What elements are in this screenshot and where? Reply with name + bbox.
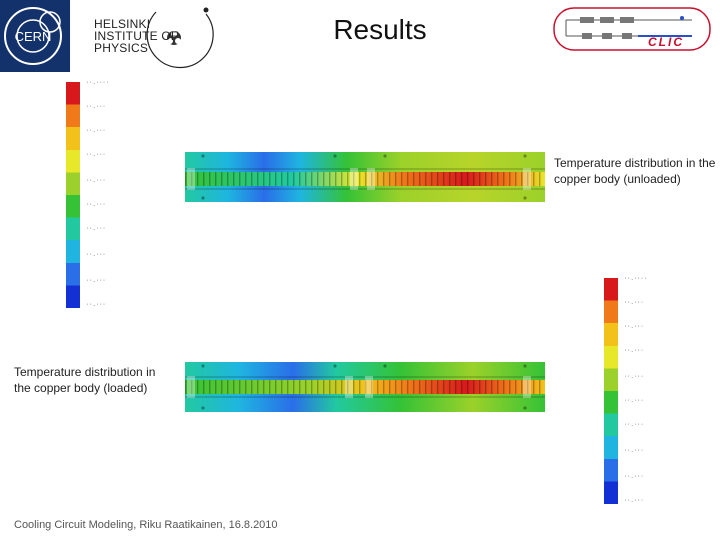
scale-tick-label: ··.··· <box>624 448 644 454</box>
hip-logo-text: HELSINKI INSTITUTE OF PHYSICS <box>94 18 178 54</box>
scale-tick-label: ··.··· <box>624 374 644 380</box>
scale-tick-label: ··.··· <box>624 398 644 404</box>
cern-logo-icon: CERN <box>0 0 70 72</box>
scale-tick-label: ··.··· <box>624 422 644 428</box>
scale-tick-label: ··.··· <box>624 300 644 306</box>
scale-tick-label: ··.··· <box>86 202 106 208</box>
color-scale-unloaded: ··.···· ··.··· ··.··· ··.··· ··.··· ··.·… <box>64 78 148 308</box>
scale-tick-label: ··.··· <box>624 474 644 480</box>
footer-text: Cooling Circuit Modeling, Riku Raatikain… <box>14 519 278 531</box>
color-scale-bar <box>604 278 618 504</box>
color-scale-loaded: ··.···· ··.··· ··.··· ··.··· ··.··· ··.·… <box>602 274 662 504</box>
scale-tick-label: ··.···· <box>86 80 110 86</box>
clic-logo: CLIC <box>552 6 712 52</box>
scale-tick-label: ··.··· <box>86 152 106 158</box>
page-title: Results <box>333 14 427 45</box>
scale-tick-label: ··.··· <box>624 324 644 330</box>
cern-logo-text: CERN <box>15 29 52 44</box>
scale-tick-label: ··.··· <box>86 128 106 134</box>
temperature-map-unloaded <box>185 152 545 202</box>
clic-logo-text: CLIC <box>648 35 684 49</box>
caption-unloaded: Temperature distribution in the copper b… <box>554 156 716 186</box>
hip-logo-line: HELSINKI <box>94 17 151 31</box>
clic-logo-icon: CLIC <box>553 7 711 51</box>
temperature-strip-unloaded <box>185 152 545 202</box>
scale-tick-label: ··.··· <box>624 348 644 354</box>
temperature-strip-loaded <box>185 362 545 412</box>
scale-tick-label: ··.··· <box>86 178 106 184</box>
hip-logo-line: PHYSICS <box>94 41 149 55</box>
hip-logo-line: INSTITUTE OF <box>94 29 179 43</box>
cern-logo: CERN <box>0 0 70 72</box>
scale-tick-label: ··.··· <box>86 278 106 284</box>
caption-loaded: Temperature distribution in the copper b… <box>14 365 156 395</box>
scale-tick-label: ··.··· <box>86 302 106 308</box>
hip-logo-icon <box>146 7 214 69</box>
scale-tick-label: ··.··· <box>86 226 106 232</box>
scale-tick-label: ··.···· <box>624 276 648 282</box>
scale-tick-label: ··.··· <box>624 498 644 504</box>
scale-tick-label: ··.··· <box>86 252 106 258</box>
scale-tick-label: ··.··· <box>86 104 106 110</box>
color-scale-bar <box>66 82 80 308</box>
hip-logo: HELSINKI INSTITUTE OF PHYSICS <box>94 4 214 72</box>
temperature-map-loaded <box>185 362 545 412</box>
